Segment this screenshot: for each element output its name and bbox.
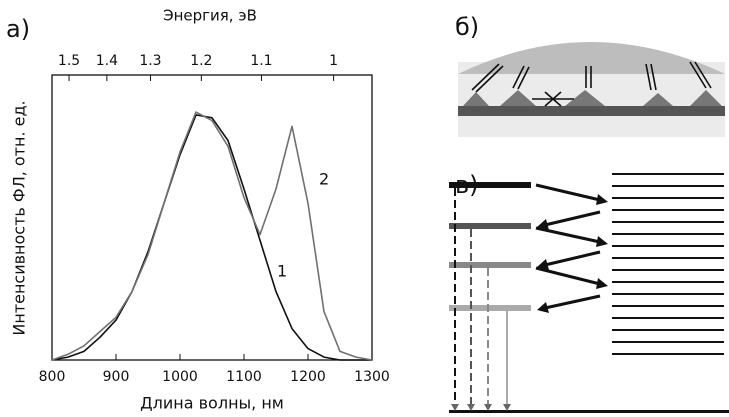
x2-tick-label: 1.3: [139, 53, 161, 69]
x2-tick-label: 1.2: [190, 53, 212, 69]
x-tick-label: 1200: [290, 369, 326, 385]
line-series: [51, 114, 372, 361]
y-axis-label: Интенсивность ФЛ, отн. ед.: [10, 100, 29, 335]
x-tick-label: 800: [39, 369, 66, 385]
plot-frame: [51, 74, 373, 361]
x2-tick-label: 1.5: [58, 53, 80, 69]
x-tick-label: 900: [103, 369, 130, 385]
series-label: 2: [319, 170, 329, 189]
x2-tick-label: 1: [329, 53, 338, 69]
panel-label: б): [455, 13, 479, 41]
x-tick-label: 1100: [226, 369, 262, 385]
panel-label: а): [6, 15, 30, 43]
level-diagram: [449, 173, 729, 413]
line-series: [51, 111, 373, 361]
structure-diagram: [458, 42, 725, 137]
series-label: 1: [277, 262, 287, 281]
x2-axis-label: Энергия, эВ: [163, 7, 257, 25]
x2-tick-label: 1.4: [96, 53, 118, 69]
x2-tick-label: 1.1: [250, 53, 272, 69]
x-tick-label: 1000: [162, 369, 198, 385]
x-axis-label: Длина волны, нм: [140, 394, 284, 413]
x-tick-label: 1300: [354, 369, 390, 385]
